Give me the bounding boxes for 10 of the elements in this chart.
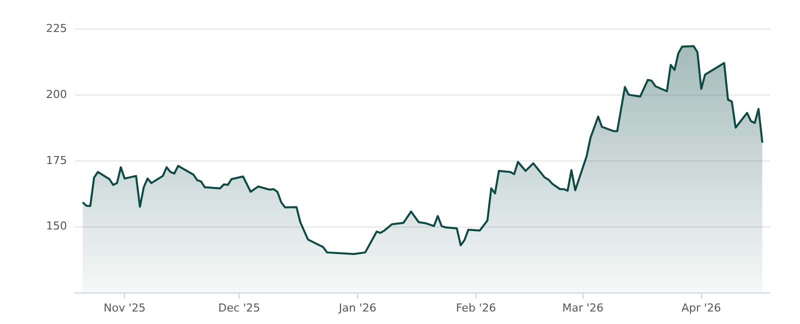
y-tick-label: 200 [46, 88, 67, 101]
y-tick-label: 150 [46, 220, 67, 233]
x-tick-label: Dec '25 [218, 301, 260, 314]
x-tick-label: Jan '26 [338, 301, 376, 314]
x-tick-label: Apr '26 [681, 301, 722, 314]
x-tick-label: Feb '26 [456, 301, 496, 314]
y-tick-label: 175 [46, 154, 67, 167]
y-tick-label: 225 [46, 22, 67, 35]
x-tick-label: Nov '25 [104, 301, 146, 314]
x-tick-label: Mar '26 [562, 301, 604, 314]
